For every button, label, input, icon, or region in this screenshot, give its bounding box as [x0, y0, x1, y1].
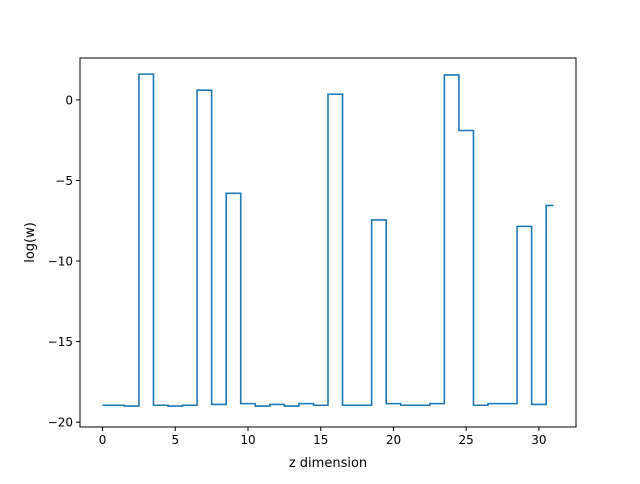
series-line — [102, 73, 554, 407]
x-tick-label: 25 — [459, 433, 474, 447]
y-tick-label: −5 — [55, 174, 73, 188]
x-tick-label: 0 — [99, 433, 107, 447]
x-tick-label: 10 — [240, 433, 255, 447]
x-tick-label: 15 — [313, 433, 328, 447]
x-tick-label: 5 — [171, 433, 179, 447]
x-tick-label: 20 — [386, 433, 401, 447]
plot-line-layer — [102, 73, 554, 407]
y-tick-label: −15 — [48, 335, 73, 349]
x-axis-ticks: 0 5 10 15 20 25 30 — [99, 427, 547, 447]
x-tick-label: 30 — [531, 433, 546, 447]
y-axis-ticks: −20 −15 −10 −5 0 — [48, 93, 80, 430]
axes-frame — [79, 57, 577, 428]
y-tick-label: 0 — [65, 93, 73, 107]
x-axis-label: z dimension — [289, 456, 367, 471]
y-tick-label: −10 — [48, 255, 73, 269]
y-axis-label: log(w) — [23, 222, 38, 263]
y-tick-label: −20 — [48, 416, 73, 430]
